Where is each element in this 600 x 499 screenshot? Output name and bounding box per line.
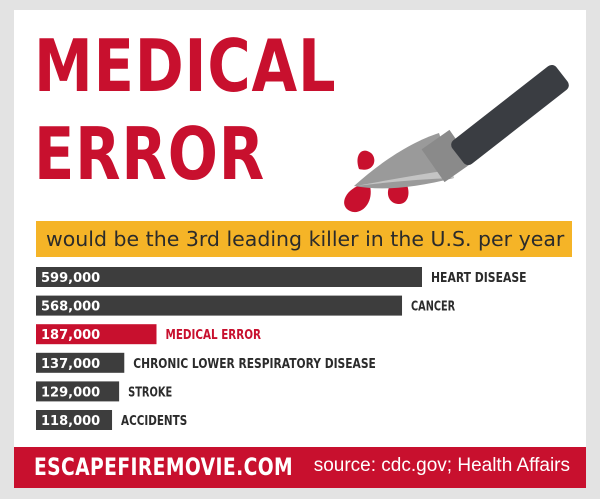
value-label-medical-error: 187,000 xyxy=(41,328,100,343)
subtitle-text: would be the 3rd leading killer in the U… xyxy=(46,227,565,251)
scalpel-icon xyxy=(344,64,569,213)
bar-medical-error xyxy=(36,324,157,345)
category-label-heart-disease: HEART DISEASE xyxy=(431,271,527,286)
footer-bar: ESCAPEFIREMOVIE.COM source: cdc.gov; Hea… xyxy=(14,447,586,488)
bar-heart-disease xyxy=(36,267,422,287)
category-label-chronic-lower-respiratory-disease: CHRONIC LOWER RESPIRATORY DISEASE xyxy=(133,357,376,372)
category-label-accidents: ACCIDENTS xyxy=(121,414,187,429)
scalpel-edge xyxy=(356,170,454,186)
bar-chronic-lower-respiratory-disease xyxy=(36,352,125,373)
subtitle-banner: would be the 3rd leading killer in the U… xyxy=(36,221,572,257)
bar-accidents xyxy=(36,410,113,430)
scalpel-bolster xyxy=(421,129,473,183)
website-link[interactable]: ESCAPEFIREMOVIE.COM xyxy=(34,453,294,481)
scalpel-handle xyxy=(451,64,569,166)
infographic-card: MEDICAL ERROR would be the 3rd leading k… xyxy=(14,10,586,488)
value-label-cancer: 568,000 xyxy=(41,300,100,315)
value-label-chronic-lower-respiratory-disease: 137,000 xyxy=(41,357,100,372)
value-label-heart-disease: 599,000 xyxy=(41,271,100,286)
bar-chart: 599,000 HEART DISEASE 568,000 CANCER 187,000… xyxy=(36,267,527,430)
category-label-medical-error: MEDICAL ERROR xyxy=(166,328,262,343)
category-label-cancer: CANCER xyxy=(411,300,455,315)
headline-line-2: ERROR xyxy=(34,112,266,196)
bar-stroke xyxy=(36,381,120,402)
source-credit: source: cdc.gov; Health Affairs xyxy=(313,455,570,476)
headline-line-1: MEDICAL xyxy=(34,24,337,108)
bar-cancer xyxy=(36,295,403,316)
value-label-stroke: 129,000 xyxy=(41,385,100,400)
category-label-stroke: STROKE xyxy=(128,385,172,400)
value-label-accidents: 118,000 xyxy=(41,414,100,429)
